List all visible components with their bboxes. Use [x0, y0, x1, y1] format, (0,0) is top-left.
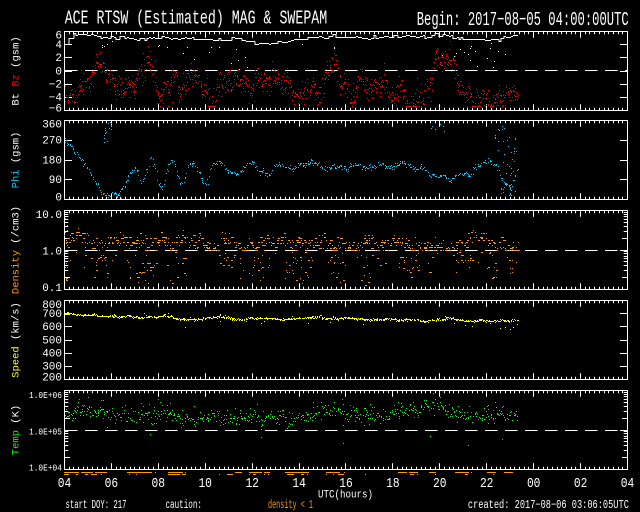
- svg-text:04: 04: [621, 476, 635, 492]
- svg-text:10.0: 10.0: [36, 210, 62, 222]
- svg-text:ACE RTSW (Estimated) MAG & SWE: ACE RTSW (Estimated) MAG & SWEPAM: [65, 8, 328, 30]
- svg-text:Temp (K): Temp (K): [11, 405, 23, 455]
- svg-text:Speed (km/s): Speed (km/s): [11, 302, 23, 378]
- svg-text:90: 90: [49, 175, 62, 187]
- svg-text:14: 14: [292, 476, 306, 492]
- svg-text:UTC(hours): UTC(hours): [318, 490, 373, 502]
- svg-text:16: 16: [339, 476, 353, 492]
- svg-text:0: 0: [55, 193, 62, 205]
- svg-text:800: 800: [42, 300, 62, 312]
- svg-text:2: 2: [55, 53, 62, 65]
- svg-text:−4: −4: [49, 93, 63, 105]
- svg-text:Phi (gsm): Phi (gsm): [11, 132, 23, 189]
- svg-text:−6: −6: [49, 104, 62, 116]
- svg-text:500: 500: [42, 335, 62, 347]
- svg-text:1.0E+06: 1.0E+06: [29, 390, 62, 401]
- svg-text:180: 180: [42, 155, 62, 167]
- svg-text:−2: −2: [49, 80, 62, 92]
- svg-text:04: 04: [58, 476, 72, 492]
- svg-text:4: 4: [55, 40, 62, 52]
- svg-text:created: 2017−08−06 03:06:05UT: created: 2017−08−06 03:06:05UTC: [468, 499, 629, 512]
- svg-text:Begin: 2017−08−05 04:00:00UTC: Begin: 2017−08−05 04:00:00UTC: [417, 9, 629, 31]
- svg-text:06: 06: [105, 476, 119, 492]
- svg-text:Density (/cm3): Density (/cm3): [11, 206, 23, 294]
- svg-text:caution:: caution:: [166, 499, 203, 512]
- svg-text:360: 360: [42, 120, 62, 132]
- svg-text:600: 600: [42, 322, 62, 334]
- svg-text:00: 00: [527, 476, 541, 492]
- svg-text:1.0E+05: 1.0E+05: [29, 426, 62, 437]
- svg-text:300: 300: [42, 362, 62, 374]
- svg-text:density < 1: density < 1: [268, 499, 313, 512]
- svg-text:1.0: 1.0: [42, 246, 62, 258]
- svg-text:18: 18: [386, 476, 400, 492]
- svg-text:10: 10: [198, 476, 212, 492]
- svg-text:12: 12: [245, 476, 259, 492]
- svg-text:6: 6: [55, 31, 62, 43]
- svg-text:Bt Bz (gsm): Bt Bz (gsm): [11, 36, 23, 105]
- svg-text:700: 700: [42, 309, 62, 321]
- svg-text:08: 08: [152, 476, 166, 492]
- svg-text:270: 270: [42, 136, 62, 148]
- svg-text:1.0E+04: 1.0E+04: [29, 463, 62, 474]
- svg-text:22: 22: [480, 476, 494, 492]
- svg-text:0.1: 0.1: [42, 283, 62, 295]
- svg-text:start DOY: 217: start DOY: 217: [66, 499, 127, 512]
- svg-text:200: 200: [42, 373, 62, 385]
- svg-text:400: 400: [42, 349, 62, 361]
- svg-text:0: 0: [55, 66, 62, 78]
- svg-text:20: 20: [433, 476, 447, 492]
- svg-text:02: 02: [574, 476, 588, 492]
